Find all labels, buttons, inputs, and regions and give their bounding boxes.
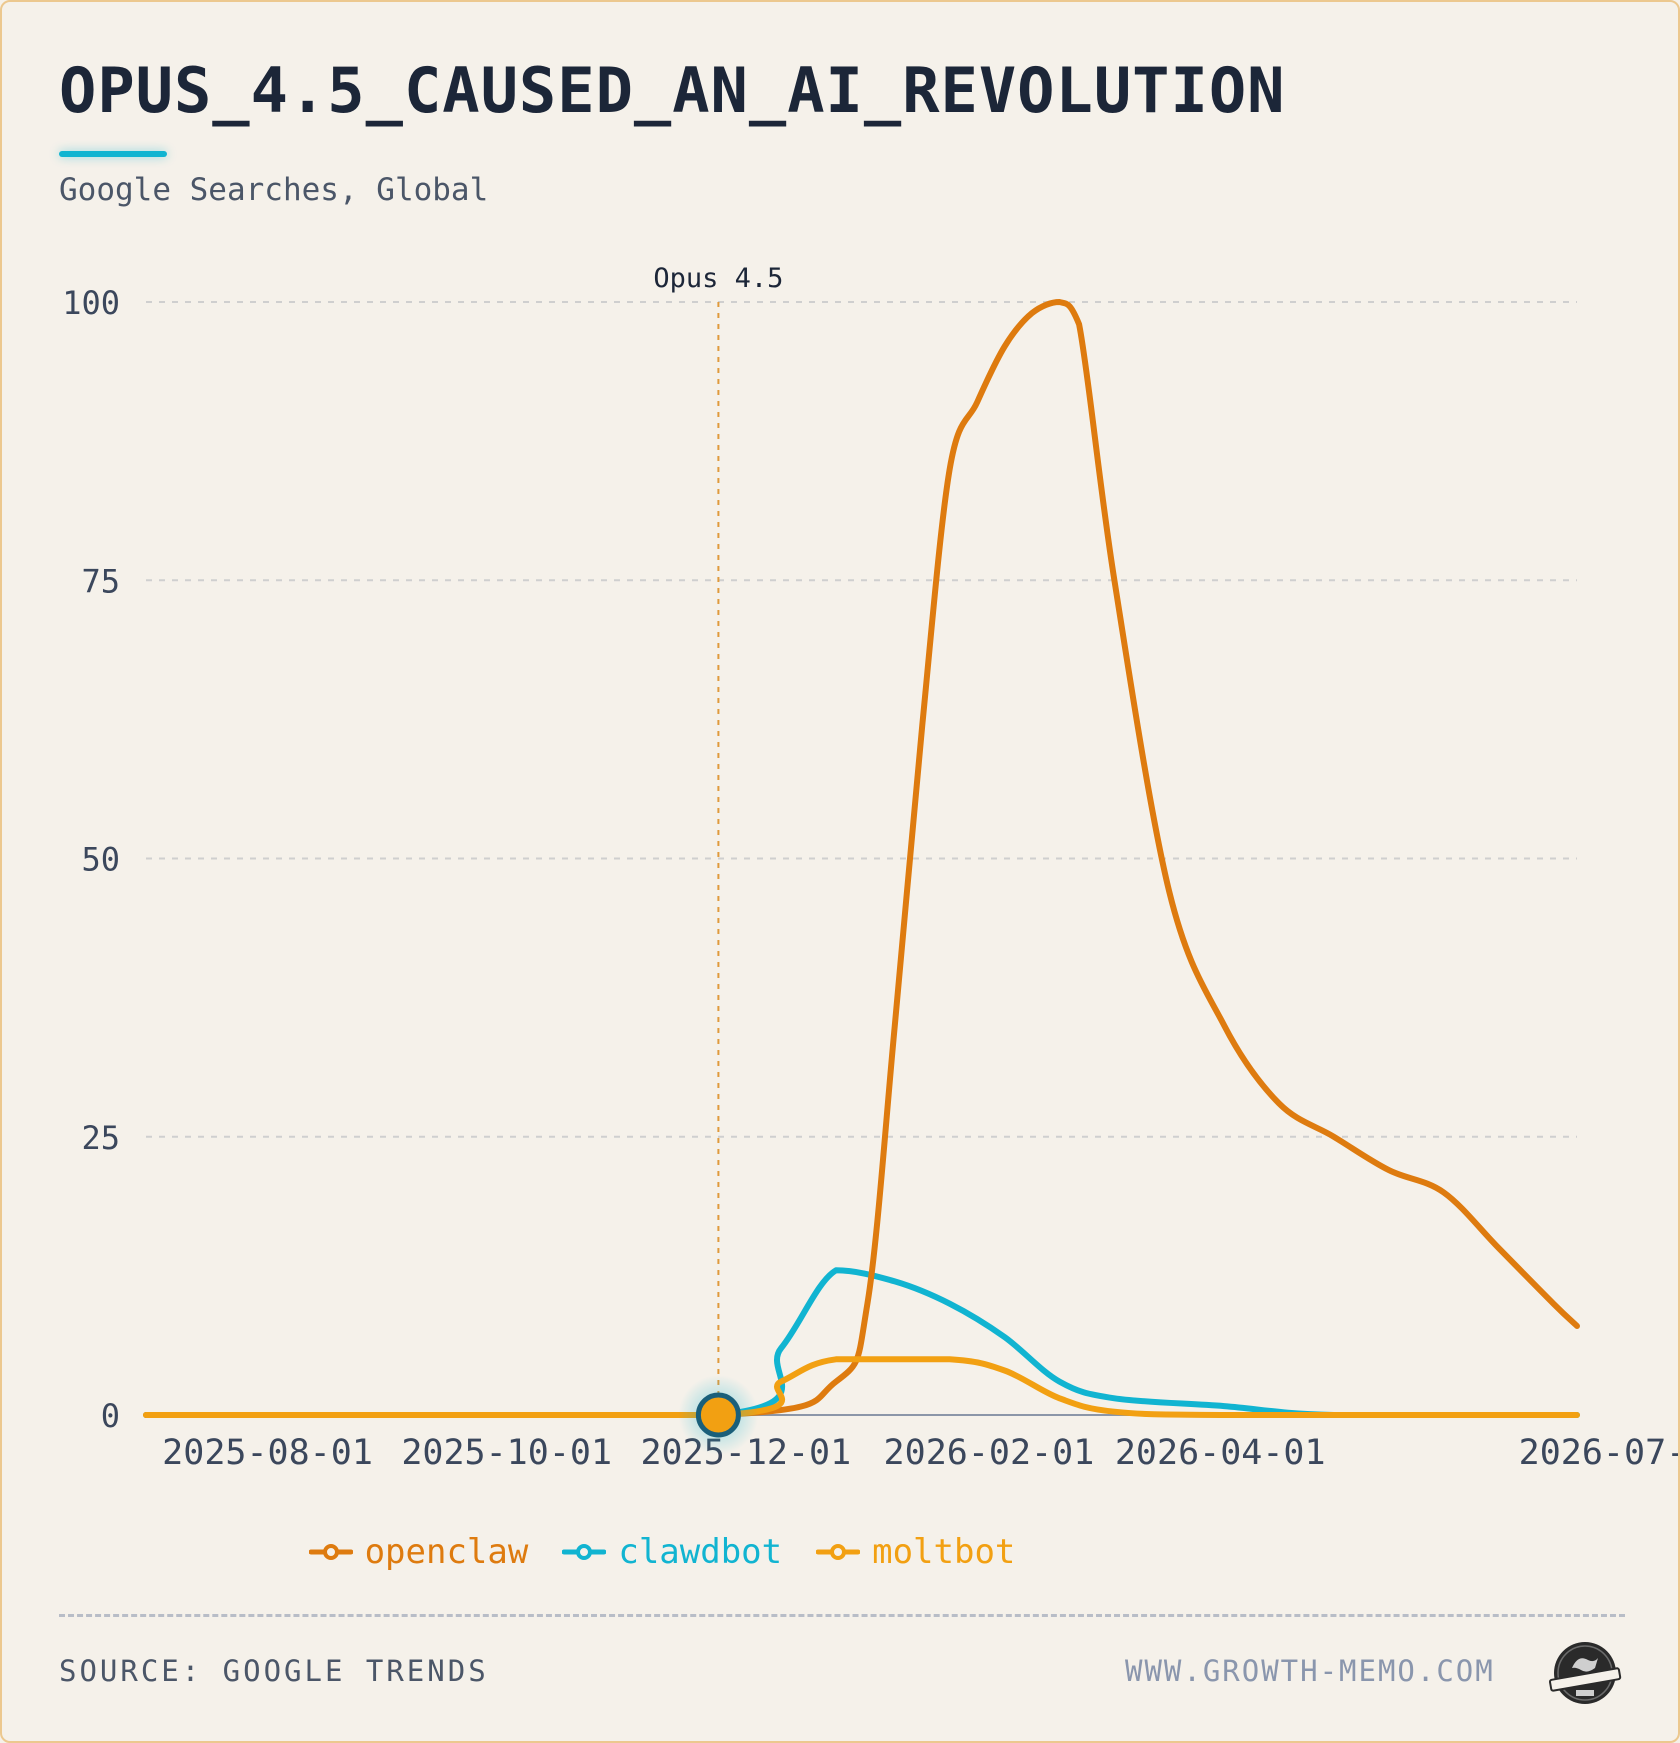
- chart-subtitle: Google Searches, Global: [59, 172, 489, 208]
- y-tick-label: 100: [62, 284, 120, 322]
- chart-legend: openclaw clawdbot moltbot: [2, 1532, 1322, 1572]
- x-tick-label: 2025-10-01: [401, 1433, 612, 1473]
- page-title: OPUS_4.5_CAUSED_AN_AI_REVOLUTION: [59, 54, 1286, 127]
- footer-divider: [59, 1614, 1625, 1617]
- x-tick-label: 2025-08-01: [162, 1433, 373, 1473]
- legend-item-moltbot[interactable]: moltbot: [816, 1532, 1015, 1572]
- legend-item-clawdbot[interactable]: clawdbot: [562, 1532, 782, 1572]
- website-link[interactable]: WWW.GROWTH-MEMO.COM: [1125, 1654, 1495, 1688]
- legend-label: openclaw: [364, 1532, 529, 1572]
- growth-memo-logo-icon: [1548, 1642, 1622, 1704]
- y-tick-label: 25: [81, 1119, 120, 1157]
- legend-marker-icon: [562, 1544, 607, 1560]
- title-accent-bar: [59, 151, 167, 157]
- legend-marker-icon: [308, 1544, 353, 1560]
- legend-label: moltbot: [872, 1532, 1016, 1572]
- x-tick-label: 2026-02-01: [884, 1433, 1095, 1473]
- series-line-moltbot: [143, 1356, 1580, 1419]
- x-tick-label: 2026-07-01: [1519, 1433, 1678, 1473]
- y-tick-label: 50: [81, 841, 120, 879]
- legend-item-openclaw[interactable]: openclaw: [308, 1532, 529, 1572]
- legend-marker-icon: [816, 1544, 861, 1560]
- source-label: SOURCE: GOOGLE TRENDS: [59, 1654, 489, 1688]
- legend-label: clawdbot: [618, 1532, 783, 1572]
- y-tick-label: 75: [81, 562, 120, 600]
- annotation-label: Opus 4.5: [653, 263, 783, 294]
- series-line-openclaw: [143, 299, 1580, 1419]
- y-tick-label: 0: [101, 1397, 120, 1435]
- annotation-marker: [695, 1392, 741, 1438]
- x-tick-label: 2026-04-01: [1115, 1433, 1326, 1473]
